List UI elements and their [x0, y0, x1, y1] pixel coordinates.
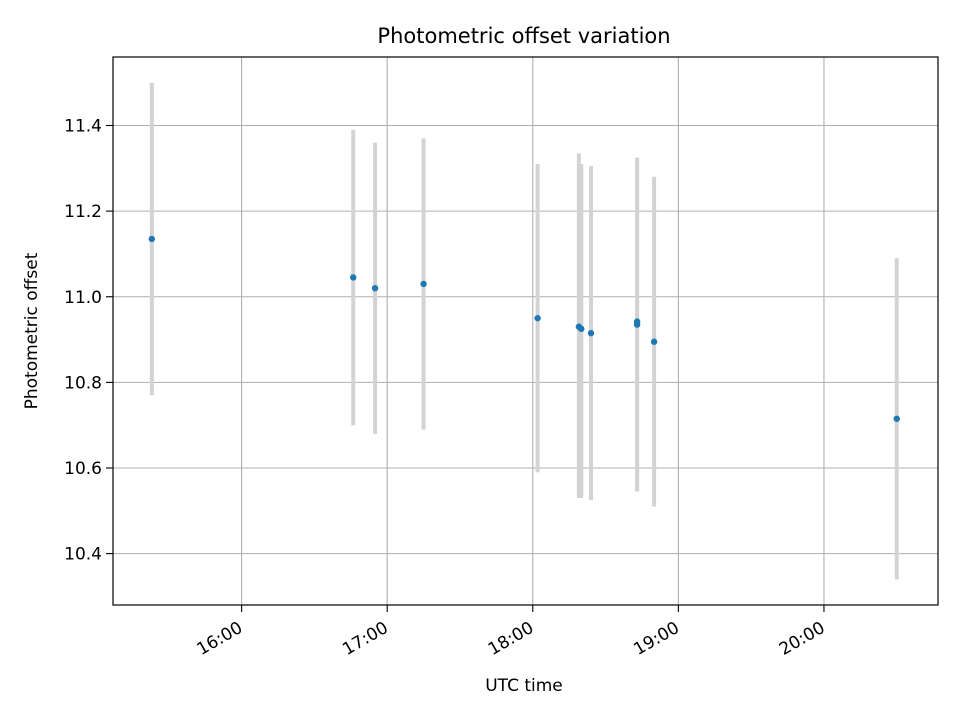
- data-points: [148, 235, 900, 422]
- data-point: [371, 284, 379, 292]
- y-tick-label: 10.6: [64, 459, 102, 479]
- plot-frame: [112, 56, 939, 606]
- x-axis-label: UTC time: [485, 676, 563, 696]
- data-point: [633, 321, 641, 328]
- y-axis: 10.4 10.6 10.8 11.0 11.2 11.4: [64, 117, 113, 565]
- data-point: [893, 415, 900, 422]
- data-point: [587, 329, 595, 337]
- grid: [113, 57, 938, 605]
- y-axis-label: Photometric offset: [22, 252, 42, 409]
- y-tick-label: 10.4: [64, 545, 102, 565]
- data-point: [350, 274, 357, 281]
- data-point: [650, 338, 658, 345]
- data-point: [420, 280, 427, 288]
- data-point: [148, 235, 156, 243]
- y-tick-label: 11.2: [64, 202, 102, 222]
- data-point: [578, 325, 585, 333]
- chart-title: Photometric offset variation: [377, 24, 670, 48]
- y-tick-label: 11.0: [64, 288, 102, 308]
- data-point: [534, 314, 541, 322]
- y-tick-label: 10.8: [64, 373, 102, 393]
- y-tick-label: 11.4: [64, 117, 102, 137]
